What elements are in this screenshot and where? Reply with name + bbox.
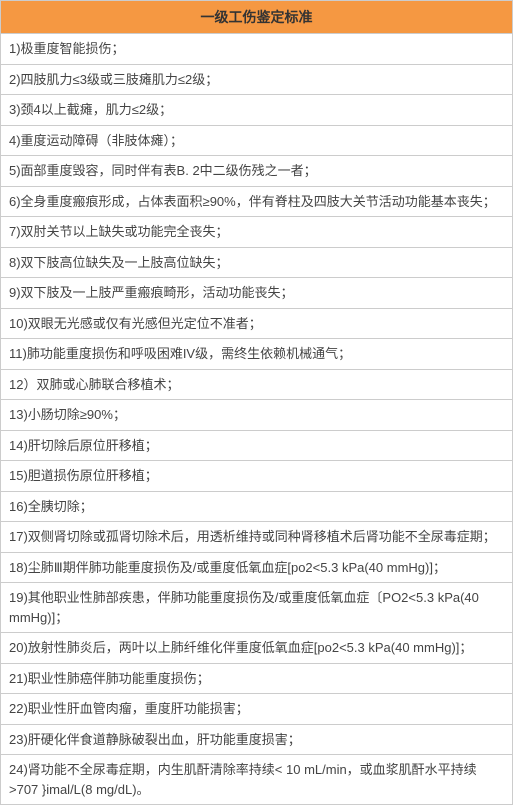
table-row: 11)肺功能重度损伤和呼吸困难IV级，需终生依赖机械通气； [1,339,512,370]
rows-container: 1)极重度智能损伤；2)四肢肌力≤3级或三肢瘫肌力≤2级；3)颈4以上截瘫，肌力… [1,34,512,804]
table-row: 10)双眼无光感或仅有光感但光定位不准者； [1,309,512,340]
table-row: 9)双下肢及一上肢严重瘢痕畸形，活动功能丧失； [1,278,512,309]
table-row: 23)肝硬化伴食道静脉破裂出血，肝功能重度损害； [1,725,512,756]
table-row: 12）双肺或心肺联合移植术； [1,370,512,401]
table-row: 8)双下肢高位缺失及一上肢高位缺失； [1,248,512,279]
table-row: 17)双侧肾切除或孤肾切除术后，用透析维持或同种肾移植术后肾功能不全尿毒症期； [1,522,512,553]
header-title: 一级工伤鉴定标准 [201,9,313,25]
table-row: 1)极重度智能损伤； [1,34,512,65]
table-row: 3)颈4以上截瘫，肌力≤2级； [1,95,512,126]
table-row: 4)重度运动障碍（非肢体瘫）； [1,126,512,157]
table-row: 6)全身重度瘢痕形成，占体表面积≥90%，伴有脊柱及四肢大关节活动功能基本丧失； [1,187,512,218]
table-row: 5)面部重度毁容，同时伴有表B. 2中二级伤残之一者； [1,156,512,187]
table-row: 22)职业性肝血管肉瘤，重度肝功能损害； [1,694,512,725]
table-row: 13)小肠切除≥90%； [1,400,512,431]
table-row: 18)尘肺Ⅲ期伴肺功能重度损伤及/或重度低氧血症[po2<5.3 kPa(40 … [1,553,512,584]
standards-table: 一级工伤鉴定标准 1)极重度智能损伤；2)四肢肌力≤3级或三肢瘫肌力≤2级；3)… [0,0,513,805]
table-header: 一级工伤鉴定标准 [1,1,512,34]
table-row: 24)肾功能不全尿毒症期，内生肌酐清除率持续< 10 mL/min，或血浆肌酐水… [1,755,512,804]
table-row: 16)全胰切除； [1,492,512,523]
table-row: 7)双肘关节以上缺失或功能完全丧失； [1,217,512,248]
table-row: 20)放射性肺炎后，两叶以上肺纤维化伴重度低氧血症[po2<5.3 kPa(40… [1,633,512,664]
table-row: 2)四肢肌力≤3级或三肢瘫肌力≤2级； [1,65,512,96]
table-row: 14)肝切除后原位肝移植； [1,431,512,462]
table-row: 19)其他职业性肺部疾患，伴肺功能重度损伤及/或重度低氧血症〔PO2<5.3 k… [1,583,512,633]
table-row: 15)胆道损伤原位肝移植； [1,461,512,492]
table-row: 21)职业性肺癌伴肺功能重度损伤； [1,664,512,695]
